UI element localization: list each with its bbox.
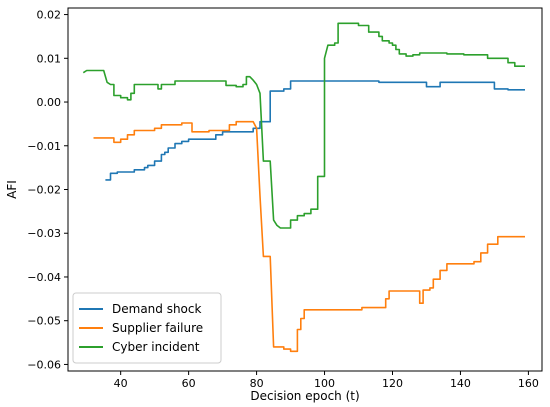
legend-label-demand-shock: Demand shock [112,302,202,316]
y-tick-label: −0.01 [27,140,61,153]
y-tick-label: −0.03 [27,227,61,240]
y-tick-label: 0.00 [37,96,62,109]
series-line-supplier-failure [93,120,525,353]
legend-label-cyber-incident: Cyber incident [112,340,200,354]
x-axis-label: Decision epoch (t) [250,389,359,403]
x-tick-label: 160 [518,377,539,390]
y-axis: 0.02 0.01 0.00 −0.01 −0.02 −0.03 −0.04 −0.05 −0.… [27,9,68,371]
y-tick-label: 0.01 [37,52,62,65]
y-tick-label: 0.02 [37,9,62,22]
y-axis-label: AFI [5,180,19,199]
x-tick-label: 60 [182,377,196,390]
legend: Demand shock Supplier failure Cyber inci… [72,292,222,364]
x-tick-label: 80 [250,377,264,390]
x-tick-label: 100 [314,377,335,390]
x-tick-label: 140 [450,377,471,390]
y-tick-label: −0.04 [27,271,61,284]
x-tick-label: 120 [382,377,403,390]
series-line-cyber-incident [82,22,525,229]
series-line-demand-shock [105,80,525,181]
x-axis: 40 60 80 100 120 140 160 [114,371,539,390]
legend-label-supplier-failure: Supplier failure [112,321,203,335]
series-layer [82,22,525,353]
x-tick-label: 40 [114,377,128,390]
y-tick-label: −0.06 [27,358,61,371]
y-tick-label: −0.02 [27,184,61,197]
legend-box [72,292,222,364]
y-tick-label: −0.05 [27,315,61,328]
